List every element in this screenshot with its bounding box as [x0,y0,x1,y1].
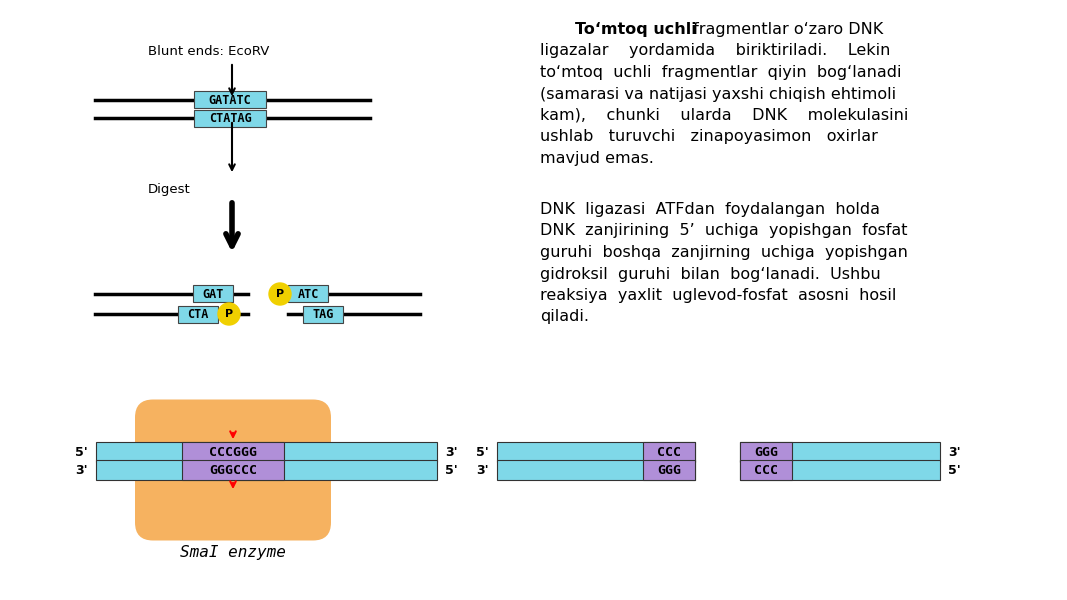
Text: to‘mtoq  uchli  fragmentlar  qiyin  bog‘lanadi: to‘mtoq uchli fragmentlar qiyin bog‘lana… [540,65,902,80]
Bar [194,110,266,127]
Text: 3': 3' [947,445,960,458]
Text: CCC: CCC [657,445,681,458]
FancyBboxPatch shape [136,400,331,541]
Text: Blunt ends: EcoRV: Blunt ends: EcoRV [148,45,269,58]
Text: GGG: GGG [754,445,778,458]
Bar [303,306,343,323]
Text: CCC: CCC [754,463,778,476]
Text: P: P [225,309,233,319]
Text: ATC: ATC [298,287,319,301]
Bar [740,442,792,462]
Text: SmaI enzyme: SmaI enzyme [180,545,286,559]
Bar [193,285,233,302]
Text: DNK  zanjirining  5’  uchiga  yopishgan  fosfat: DNK zanjirining 5’ uchiga yopishgan fosf… [540,223,908,238]
Bar [740,460,792,480]
Bar [740,442,940,462]
Text: To‘mtoq uchli: To‘mtoq uchli [575,22,697,37]
Text: CCCGGG: CCCGGG [209,445,257,458]
Text: 5': 5' [76,445,87,458]
Bar [182,442,284,462]
Circle shape [218,303,240,325]
Text: GAT: GAT [203,287,224,301]
Text: gidroksil  guruhi  bilan  bog‘lanadi.  Ushbu: gidroksil guruhi bilan bog‘lanadi. Ushbu [540,266,880,281]
Text: kam),    chunki    ularda    DNK    molekulasini: kam), chunki ularda DNK molekulasini [540,108,908,123]
Bar [497,442,695,462]
Bar [194,91,266,108]
Text: GGG: GGG [657,463,681,476]
Bar [497,460,695,480]
Text: DNK  ligazasi  ATFdan  foydalangan  holda: DNK ligazasi ATFdan foydalangan holda [540,202,880,217]
Text: CTA: CTA [188,307,209,320]
Text: Digest: Digest [148,183,191,196]
Bar [182,460,284,480]
Bar [643,460,695,480]
Text: GGGCCC: GGGCCC [209,463,257,476]
Text: guruhi  boshqa  zanjirning  uchiga  yopishgan: guruhi boshqa zanjirning uchiga yopishga… [540,245,908,260]
Text: mavjud emas.: mavjud emas. [540,151,654,166]
Text: fragmentlar o‘zaro DNK: fragmentlar o‘zaro DNK [688,22,883,37]
Bar [740,460,940,480]
Text: reaksiya  yaxlit  uglevod-fosfat  asosni  hosil: reaksiya yaxlit uglevod-fosfat asosni ho… [540,288,896,303]
Text: GATATC: GATATC [209,94,252,107]
Circle shape [269,283,291,305]
Text: ushlab   turuvchi   zinapoyasimon   oxirlar: ushlab turuvchi zinapoyasimon oxirlar [540,130,878,145]
Text: 5': 5' [947,463,960,476]
Bar [96,460,437,480]
Text: 5': 5' [476,445,489,458]
Text: ligazalar    yordamida    biriktiriladi.    Lekin: ligazalar yordamida biriktiriladi. Lekin [540,43,890,58]
Text: CTATAG: CTATAG [209,112,252,124]
Bar [288,285,328,302]
Text: (samarasi va natijasi yaxshi chiqish ehtimoli: (samarasi va natijasi yaxshi chiqish eht… [540,86,896,101]
Text: 3': 3' [76,463,87,476]
Text: P: P [276,289,284,299]
Text: 5': 5' [445,463,458,476]
Bar [643,442,695,462]
Text: 3': 3' [445,445,458,458]
Text: qiladi.: qiladi. [540,310,589,325]
Text: TAG: TAG [313,307,334,320]
Bar [96,442,437,462]
Bar [178,306,218,323]
Text: 3': 3' [476,463,489,476]
